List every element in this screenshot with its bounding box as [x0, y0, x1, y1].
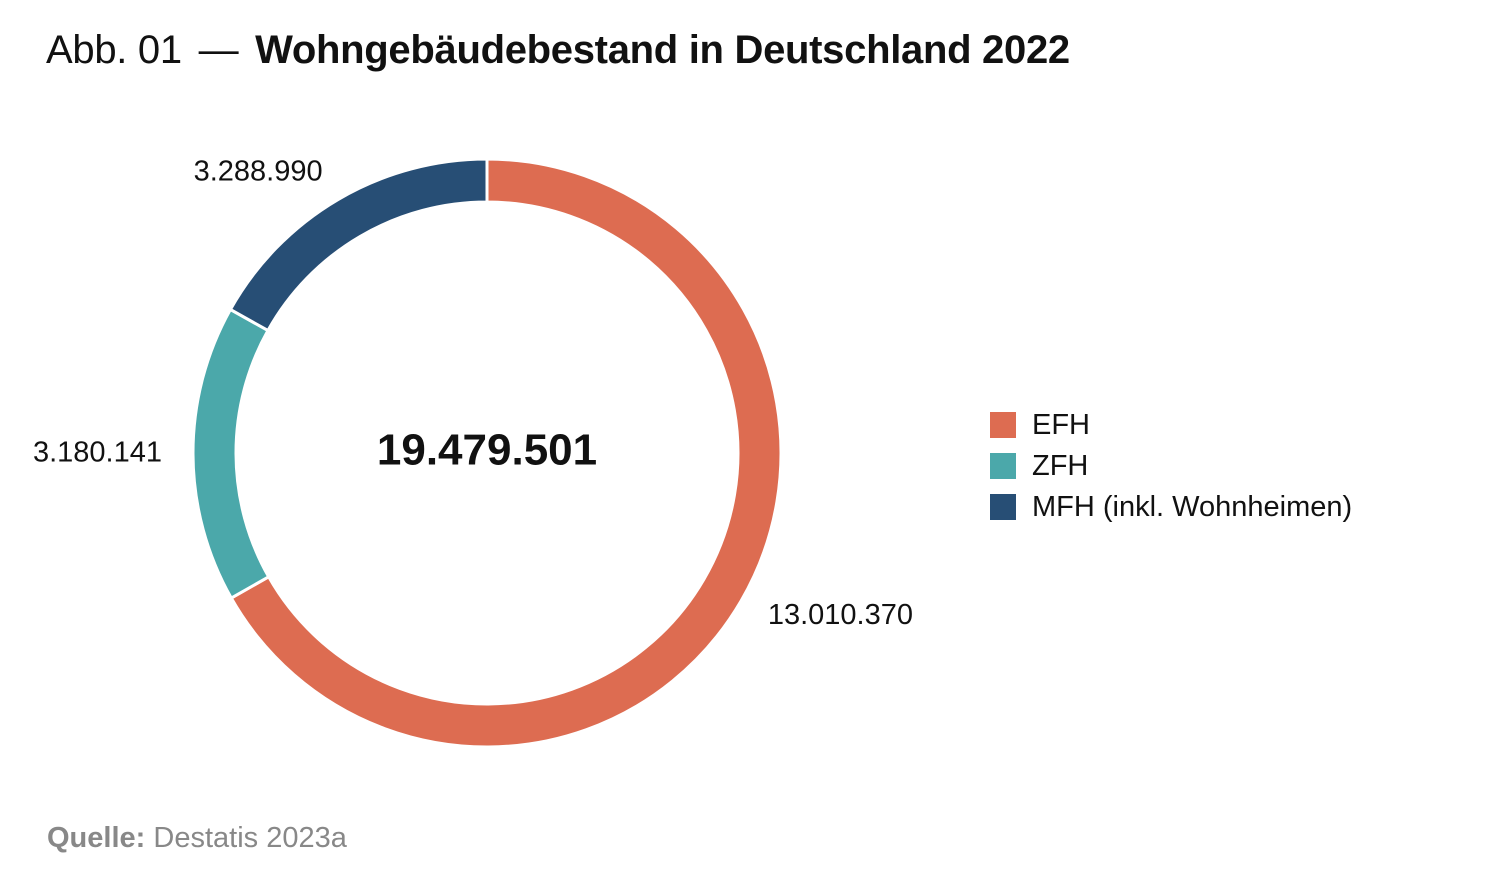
title-separator: —	[198, 28, 239, 72]
legend-item-mfh: MFH (inkl. Wohnheimen)	[990, 486, 1352, 527]
legend-label-zfh: ZFH	[1032, 449, 1089, 482]
value-label-zfh: 3.180.141	[33, 437, 162, 469]
title-text: Wohngebäudebestand in Deutschland 2022	[255, 28, 1070, 72]
figure-number: Abb. 01	[46, 28, 182, 72]
legend-item-efh: EFH	[990, 404, 1352, 445]
legend-swatch-mfh	[990, 493, 1016, 520]
source-text: Destatis 2023a	[153, 822, 347, 854]
donut-slice-mfh	[228, 157, 489, 333]
legend-label-efh: EFH	[1032, 408, 1090, 441]
chart-title: Abb. 01 — Wohngebäudebestand in Deutschl…	[46, 24, 1070, 76]
value-label-mfh: 3.288.990	[194, 155, 323, 187]
source-label: Quelle:	[47, 822, 146, 854]
legend-swatch-efh	[990, 411, 1016, 438]
donut-slice-zfh	[191, 307, 271, 601]
donut-slice-efh	[229, 157, 783, 749]
legend-label-mfh: MFH (inkl. Wohnheimen)	[1032, 490, 1353, 523]
legend-swatch-zfh	[990, 452, 1016, 479]
source-note: Quelle: Destatis 2023a	[47, 820, 347, 856]
value-label-efh: 13.010.370	[768, 599, 913, 631]
legend-item-zfh: ZFH	[990, 445, 1352, 486]
center-total-label: 19.479.501	[377, 426, 597, 475]
legend: EFH ZFH MFH (inkl. Wohnheimen)	[990, 404, 1352, 527]
